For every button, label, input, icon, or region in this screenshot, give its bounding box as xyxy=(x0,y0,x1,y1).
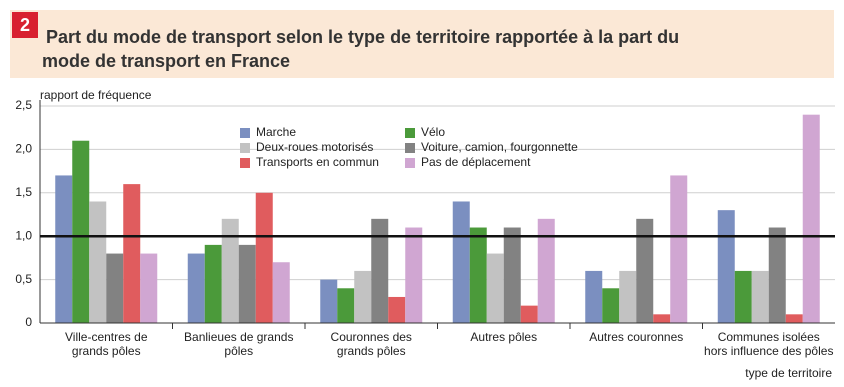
legend-label: Pas de déplacement xyxy=(421,155,531,169)
y-tick-label: 0 xyxy=(25,315,32,329)
bar xyxy=(486,253,504,323)
y-tick-label: 2,0 xyxy=(15,142,32,156)
x-tick-label: Autres couronnes xyxy=(589,330,683,344)
bar xyxy=(72,140,90,323)
bar xyxy=(636,218,654,323)
legend-swatch xyxy=(405,158,415,168)
legend-swatch xyxy=(405,128,415,138)
bar xyxy=(785,314,803,323)
x-tick-label: Ville-centres de grands pôles xyxy=(65,330,148,358)
chart-title: Part du mode de transport selon le type … xyxy=(42,27,679,71)
bar xyxy=(272,262,290,323)
bar xyxy=(238,244,256,323)
bar xyxy=(751,270,769,323)
bar xyxy=(255,192,273,323)
bar xyxy=(452,201,470,323)
y-tick-label: 2,5 xyxy=(15,98,32,112)
bar xyxy=(653,314,671,323)
legend-label: Vélo xyxy=(421,125,445,139)
legend-label: Marche xyxy=(256,125,296,139)
legend-swatch xyxy=(240,128,250,138)
y-tick-label: 0,5 xyxy=(15,272,32,286)
bar xyxy=(89,201,107,323)
bar xyxy=(140,253,158,323)
bar xyxy=(320,279,338,323)
legend-label: Voiture, camion, fourgonnette xyxy=(421,140,578,154)
legend-swatch xyxy=(405,143,415,153)
chart-title-text: Part du mode de transport selon le type … xyxy=(42,27,679,71)
legend-label: Deux-roues motorisés xyxy=(256,140,373,154)
x-axis-label: type de territoire xyxy=(745,366,832,380)
legend-label: Transports en commun xyxy=(256,155,379,169)
x-tick-label: Communes isolées hors influence des pôles xyxy=(704,330,833,358)
bar xyxy=(221,218,239,323)
bar xyxy=(187,253,205,323)
badge-box xyxy=(12,12,38,38)
header-band xyxy=(10,10,834,78)
bar xyxy=(585,270,603,323)
y-tick-label: 1,5 xyxy=(15,185,32,199)
bar xyxy=(520,305,538,323)
x-tick-label: Couronnes des grands pôles xyxy=(331,330,412,358)
bar xyxy=(734,270,752,323)
legend-swatch xyxy=(240,158,250,168)
y-tick-label: 1,0 xyxy=(15,228,32,242)
bar xyxy=(371,218,389,323)
bar xyxy=(503,227,521,323)
bar xyxy=(354,270,372,323)
x-tick-label: Autres pôles xyxy=(470,330,537,344)
bar xyxy=(106,253,124,323)
bar xyxy=(717,210,735,323)
bar xyxy=(768,227,786,323)
bar xyxy=(388,296,406,323)
bar xyxy=(337,288,355,323)
bar xyxy=(670,175,688,323)
bar xyxy=(537,218,555,323)
bar xyxy=(204,244,222,323)
badge: 2 xyxy=(20,15,30,35)
bar xyxy=(802,114,820,324)
bar xyxy=(469,227,487,323)
bar xyxy=(55,175,73,323)
bar xyxy=(405,227,423,323)
x-tick-label: Banlieues de grands pôles xyxy=(184,330,293,358)
bar xyxy=(123,184,141,323)
bar xyxy=(619,270,637,323)
bar xyxy=(602,288,620,323)
legend-swatch xyxy=(240,143,250,153)
y-axis-label: rapport de fréquence xyxy=(40,88,152,102)
